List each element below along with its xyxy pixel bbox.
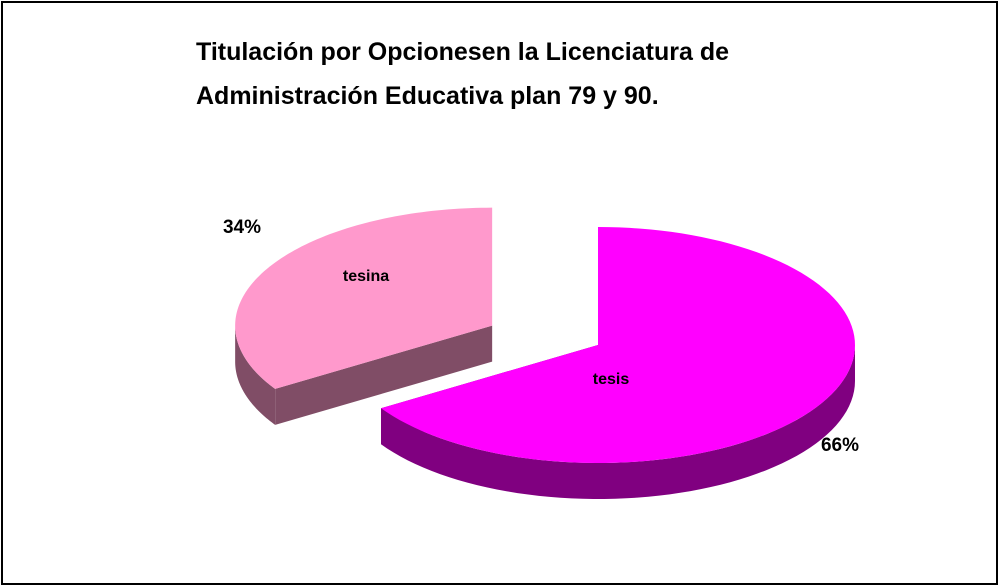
chart-title: Titulación por Opcionesen la Licenciatur… [196,38,729,110]
slice-wall [235,325,276,425]
slice [381,227,855,463]
slice-label: tesis [593,371,630,388]
slice-wall [381,345,855,499]
slice-label: tesina [343,268,389,285]
value-label: 34% [223,217,261,238]
slice [235,207,493,389]
slice-side [275,325,493,425]
value-label: 66% [821,435,859,456]
